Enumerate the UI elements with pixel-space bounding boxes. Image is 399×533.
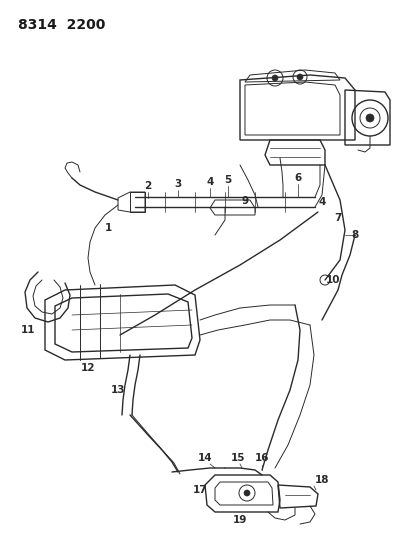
Text: 15: 15 <box>231 453 245 463</box>
Text: 17: 17 <box>193 485 207 495</box>
Text: 18: 18 <box>315 475 329 485</box>
Text: 16: 16 <box>255 453 269 463</box>
Text: 10: 10 <box>326 275 340 285</box>
Text: 2: 2 <box>144 181 152 191</box>
Text: 3: 3 <box>174 179 182 189</box>
Text: 12: 12 <box>81 363 95 373</box>
Text: 6: 6 <box>294 173 302 183</box>
Circle shape <box>366 114 374 122</box>
Text: 7: 7 <box>334 213 342 223</box>
Text: 11: 11 <box>21 325 35 335</box>
Text: 8314  2200: 8314 2200 <box>18 18 105 32</box>
Text: 1: 1 <box>105 223 112 233</box>
Text: 9: 9 <box>241 196 249 206</box>
Circle shape <box>244 490 250 496</box>
Circle shape <box>297 74 303 80</box>
Text: 4: 4 <box>318 197 326 207</box>
Text: 13: 13 <box>111 385 125 395</box>
Circle shape <box>272 75 278 81</box>
Text: 19: 19 <box>233 515 247 525</box>
Text: 5: 5 <box>224 175 232 185</box>
Text: 14: 14 <box>198 453 212 463</box>
Text: 8: 8 <box>352 230 359 240</box>
Text: 4: 4 <box>206 177 214 187</box>
